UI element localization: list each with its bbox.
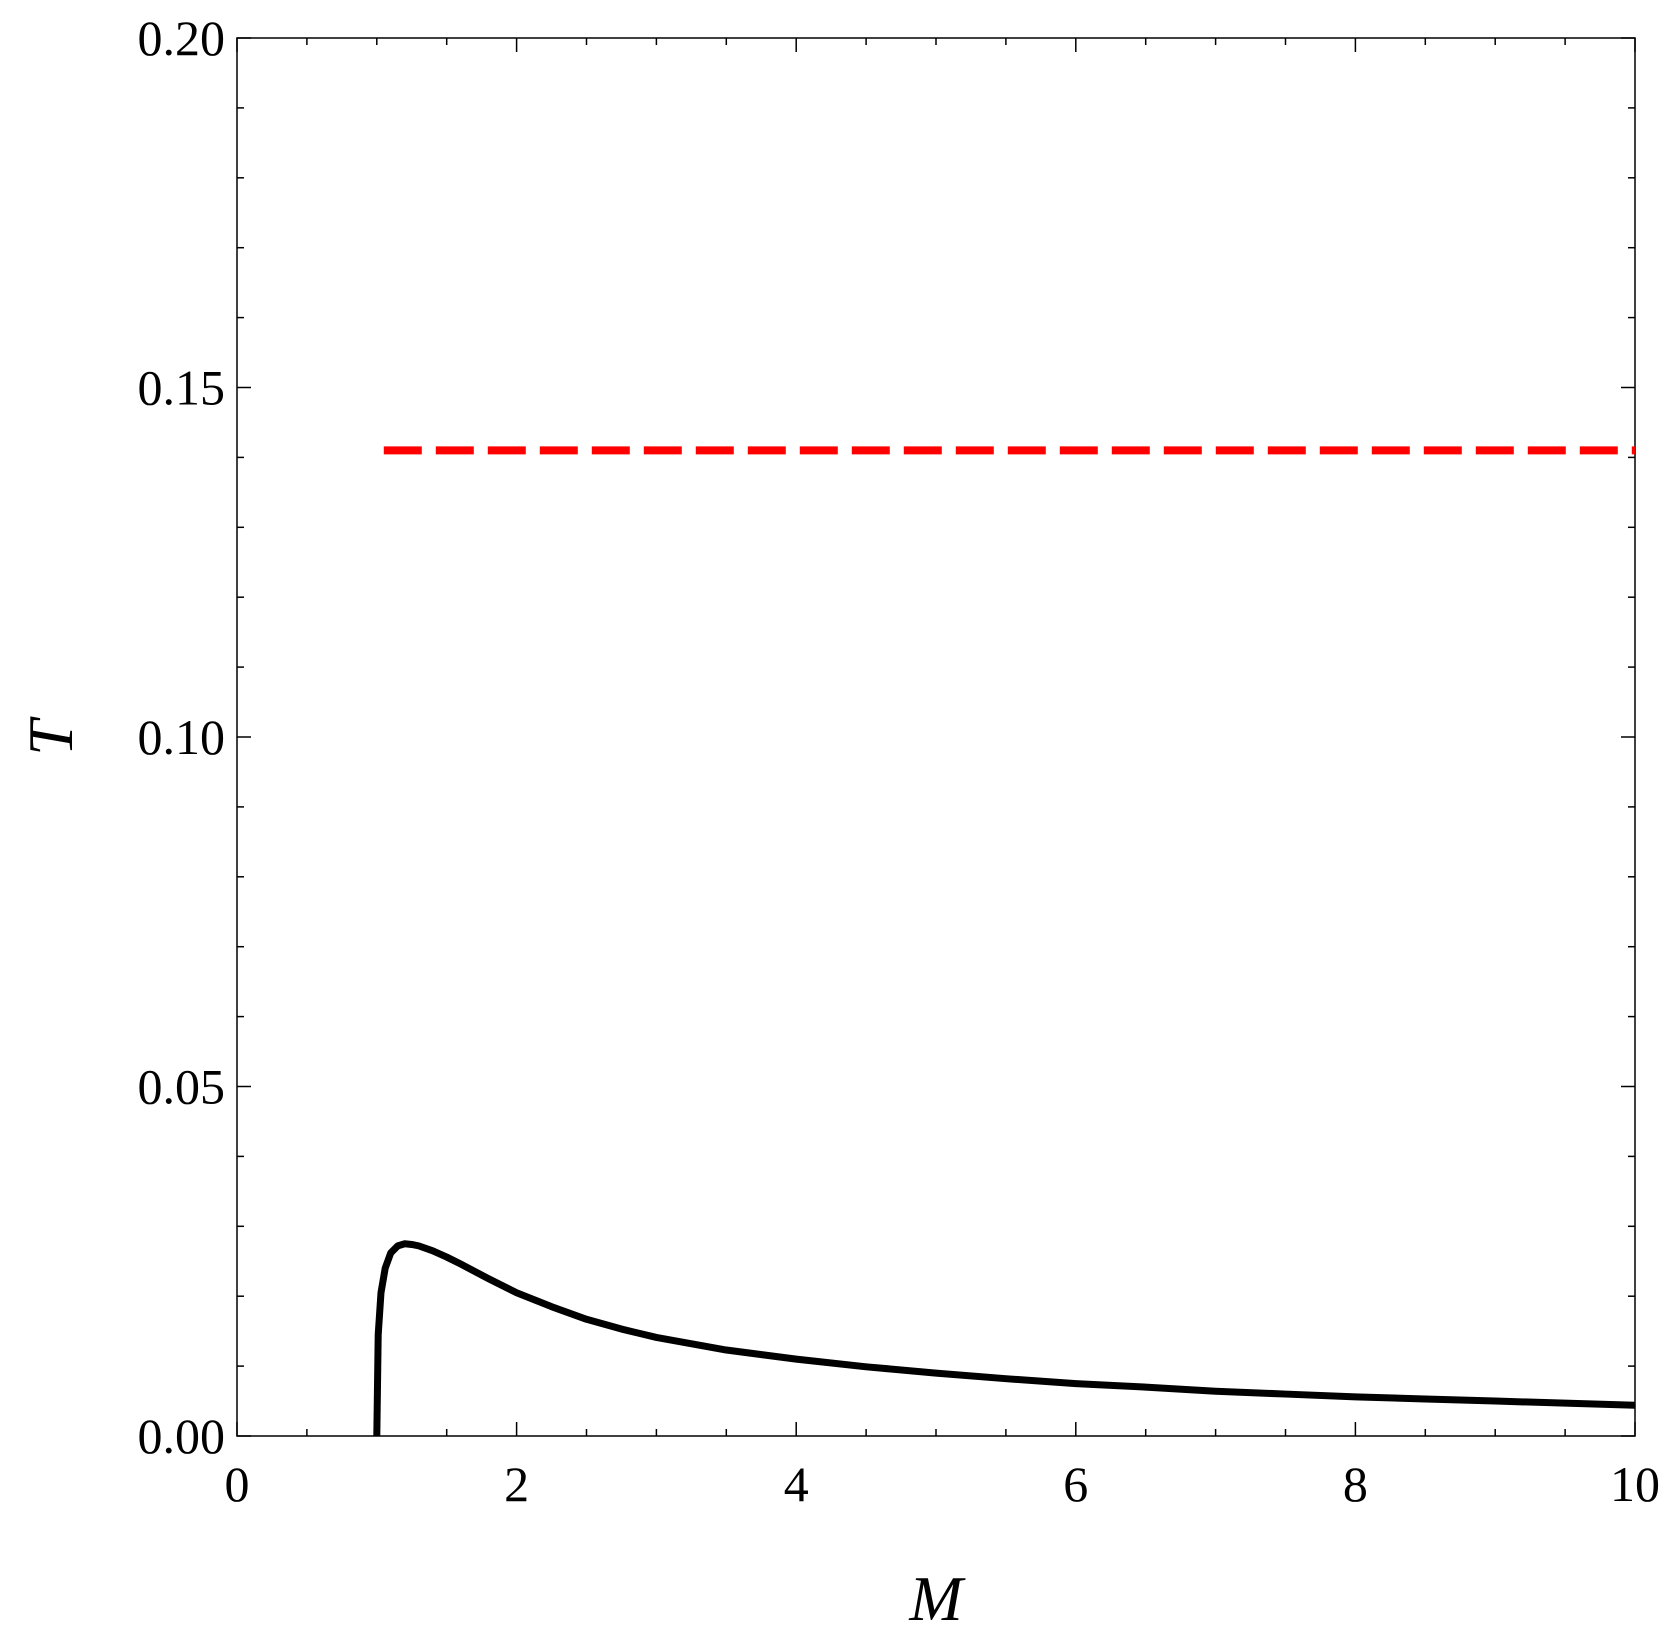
series-group: [373, 446, 1636, 1437]
series-line-solid: [373, 1240, 1636, 1437]
y-tick-label: 0.00: [138, 1408, 226, 1464]
x-tick-label: 6: [1063, 1456, 1088, 1512]
x-tick-label: 10: [1610, 1456, 1660, 1512]
tick-marks: [236, 37, 1636, 1437]
x-tick-label: 4: [784, 1456, 809, 1512]
x-tick-labels: 0 2 4 6 8 10: [225, 1456, 1661, 1512]
y-axis-label: T: [15, 716, 86, 756]
y-tick-label: 0.05: [138, 1059, 226, 1115]
x-tick-label: 2: [504, 1456, 529, 1512]
x-tick-label: 0: [225, 1456, 250, 1512]
y-tick-label: 0.20: [138, 10, 226, 66]
x-axis-label: M: [908, 1563, 966, 1634]
y-tick-label: 0.10: [138, 709, 226, 765]
x-tick-label: 8: [1343, 1456, 1368, 1512]
y-tick-label: 0.15: [138, 360, 226, 416]
plot-frame: [236, 37, 1636, 1437]
y-tick-labels: 0.00 0.05 0.10 0.15 0.20: [138, 10, 226, 1464]
